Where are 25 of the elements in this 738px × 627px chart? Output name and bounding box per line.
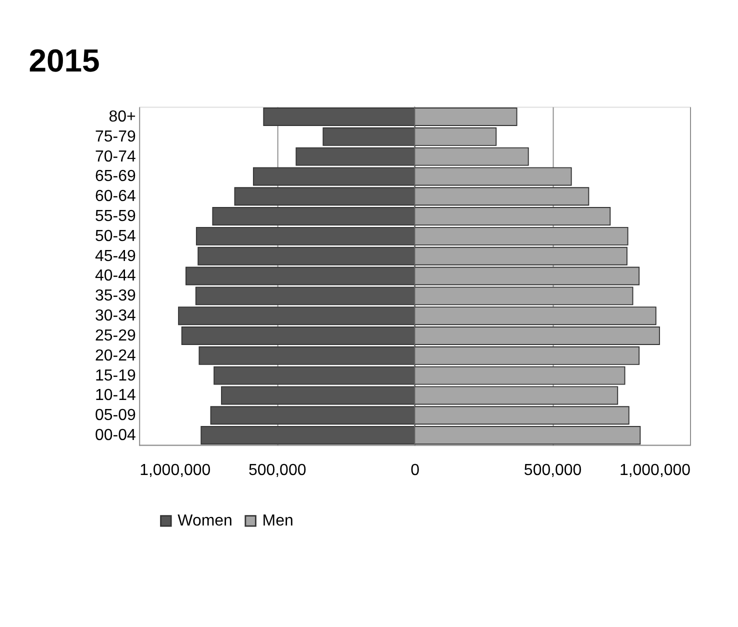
y-tick-label: 75-79: [95, 128, 136, 146]
y-tick-label: 30-34: [95, 308, 136, 325]
y-tick-label: 65-69: [95, 168, 136, 186]
y-tick-label: 50-54: [95, 228, 136, 245]
x-tick-label: 500,000: [248, 462, 306, 479]
x-tick-label: 0: [410, 462, 420, 479]
y-tick-label: 15-19: [95, 367, 136, 384]
x-tick-label: 1,000,000: [619, 462, 691, 479]
y-tick-label: 35-39: [95, 288, 136, 305]
legend-label: Men: [262, 512, 294, 530]
y-tick-label: 55-59: [95, 208, 136, 225]
y-tick-label: 45-49: [95, 248, 136, 265]
y-tick-label: 60-64: [95, 188, 136, 206]
y-tick-label: 20-24: [95, 347, 136, 364]
y-tick-label: 05-09: [95, 407, 136, 424]
y-tick-label: 00-04: [95, 426, 136, 444]
y-tick-label: 10-14: [95, 387, 136, 404]
y-tick-label: 70-74: [95, 148, 136, 166]
legend-label: Women: [178, 512, 232, 530]
y-tick-label: 80+: [108, 108, 136, 126]
y-tick-label: 25-29: [95, 327, 136, 344]
y-tick-label: 40-44: [95, 268, 136, 285]
chart-title: 2015: [28, 42, 100, 79]
x-tick-label: 500,000: [524, 462, 582, 479]
x-tick-label: 1,000,000: [140, 462, 211, 479]
